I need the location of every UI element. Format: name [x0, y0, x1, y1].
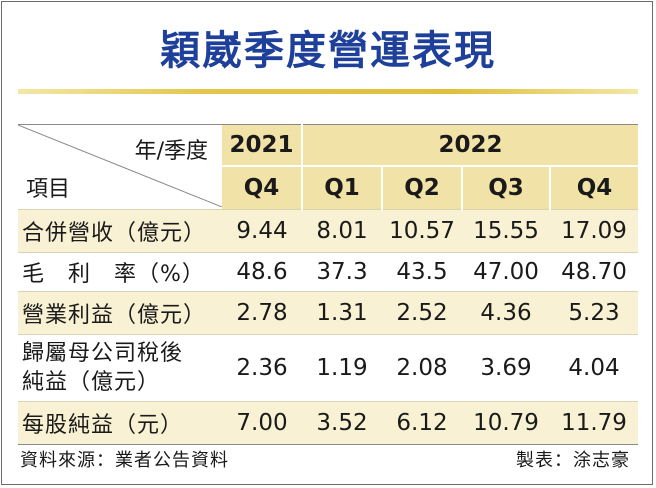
table-cell: 43.5: [382, 252, 462, 292]
table-row: 營業利益（億元） 2.78 1.31 2.52 4.36 5.23: [18, 291, 639, 335]
table-cell: 1.31: [302, 291, 382, 335]
header-corner-cell: 年/季度 項目: [18, 124, 222, 210]
table-row: 每股純益（元） 7.00 3.52 6.12 10.79 11.79: [18, 401, 639, 445]
row-label: 營業利益（億元）: [18, 291, 222, 335]
table-cell: 15.55: [462, 209, 550, 253]
row-label: 每股純益（元）: [18, 401, 222, 445]
table-cell: 1.19: [302, 334, 382, 402]
author-credit: 製表：涂志豪: [516, 450, 630, 471]
table-row: 毛 利 率（%） 48.6 37.3 43.5 47.00 48.70: [18, 252, 639, 292]
table-cell: 4.04: [550, 334, 639, 402]
source-note: 資料來源：業者公告資料: [20, 450, 229, 471]
table-cell: 7.00: [222, 401, 302, 445]
quarter-header: Q2: [381, 166, 462, 210]
corner-label-item: 項目: [26, 177, 71, 202]
quarter-header: Q4: [548, 166, 639, 210]
row-label: 合併營收（億元）: [18, 209, 222, 253]
table-cell: 17.09: [550, 209, 639, 253]
quarter-header: Q1: [301, 166, 382, 210]
table-cell: 2.78: [222, 291, 302, 335]
table-cell: 6.12: [382, 401, 462, 445]
table-cell: 47.00: [462, 252, 550, 292]
table-cell: 48.70: [550, 252, 639, 292]
table-cell: 5.23: [550, 291, 639, 335]
table-cell: 3.69: [462, 334, 550, 402]
year-header-2021: 2021: [222, 124, 302, 167]
table-row: 歸屬母公司稅後 純益（億元） 2.36 1.19 2.08 3.69 4.04: [18, 334, 639, 402]
table-cell: 8.01: [302, 209, 382, 253]
row-label-line: 純益（億元）: [22, 370, 161, 395]
table-cell: 2.36: [222, 334, 302, 402]
table-cell: 9.44: [222, 209, 302, 253]
table-cell: 48.6: [222, 252, 302, 292]
table-cell: 10.57: [382, 209, 462, 253]
corner-diagonal-line: [18, 125, 222, 207]
row-label: 歸屬母公司稅後 純益（億元）: [18, 334, 222, 402]
table-cell: 3.52: [302, 401, 382, 445]
year-header-2022: 2022: [300, 124, 639, 167]
table-row: 合併營收（億元） 9.44 8.01 10.57 15.55 17.09: [18, 209, 639, 253]
row-label-line: 歸屬母公司稅後: [22, 341, 184, 366]
row-label: 毛 利 率（%）: [18, 252, 222, 292]
page-title: 穎崴季度營運表現: [160, 28, 496, 74]
quarter-header: Q4: [222, 166, 302, 210]
table-cell: 37.3: [302, 252, 382, 292]
quarter-header: Q3: [461, 166, 550, 210]
table-cell: 2.52: [382, 291, 462, 335]
table-cell: 4.36: [462, 291, 550, 335]
operations-table: 年/季度 項目 2021 2022 Q4 Q1 Q2 Q3 Q4 合併營收（億元…: [18, 124, 639, 445]
table-cell: 10.79: [462, 401, 550, 445]
table-cell: 11.79: [550, 401, 639, 445]
corner-label-period: 年/季度: [134, 139, 208, 164]
title-divider: [18, 89, 638, 94]
table-cell: 2.08: [382, 334, 462, 402]
